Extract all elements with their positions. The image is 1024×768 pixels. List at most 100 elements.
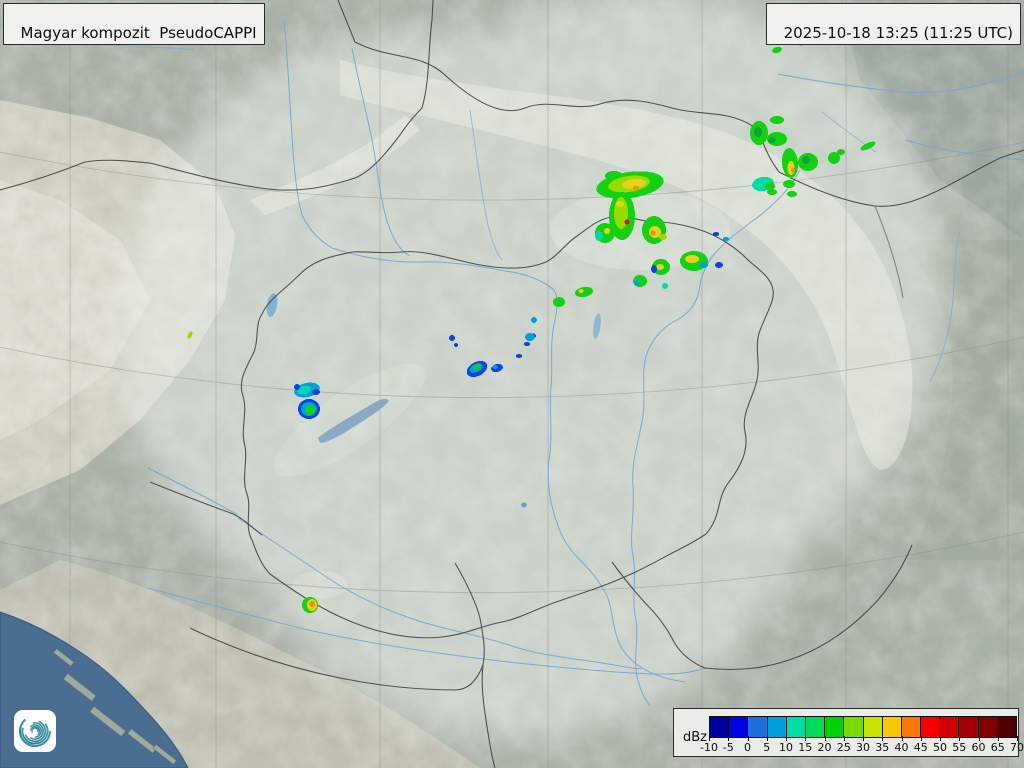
legend-tickrow: [709, 736, 1018, 741]
legend-tick-label: 35: [875, 741, 890, 754]
legend-swatch: [786, 717, 806, 737]
radar-echo-cell: [595, 231, 603, 241]
radar-coverage-area: [120, 0, 945, 740]
radar-echo-cell: [624, 219, 630, 225]
legend-tickmark: [843, 736, 845, 741]
legend-tick-label: 60: [971, 741, 986, 754]
legend-swatch: [710, 717, 730, 737]
radar-echo-cell: [662, 283, 668, 289]
radar-echo-cell: [685, 255, 699, 263]
radar-echo-cell: [454, 343, 458, 347]
rivers: [84, 19, 1024, 707]
lake-ferto: [266, 293, 278, 317]
radar-echo-cell: [516, 354, 522, 358]
radar-echo-cell: [787, 191, 797, 197]
legend-swatch: [748, 717, 768, 737]
radar-echo-cell: [700, 262, 708, 268]
radar-echo-cell: [604, 228, 610, 234]
legend-swatch: [825, 717, 845, 737]
legend-labelrow: -10 -5 0 5 10 15 20 25 30 35 40 45 50 55 60 65 70: [700, 741, 1024, 755]
legend-tickmark: [901, 736, 903, 741]
radar-echo-cell: [553, 297, 565, 307]
radar-echo-cell: [783, 180, 795, 188]
lake-tisza: [593, 313, 601, 339]
legend-tick-label: 30: [856, 741, 870, 754]
legend-tickmark: [978, 736, 980, 741]
radar-echo-cell: [492, 365, 498, 369]
hungaromet-spiral-logo: [14, 710, 56, 752]
legend-tickmark: [920, 736, 922, 741]
radar-echo-cell: [633, 186, 639, 190]
radar-echo-cell: [754, 127, 762, 137]
legend-tickmark: [824, 736, 826, 741]
radar-echo-cell: [651, 265, 657, 273]
radar-echo-cell: [634, 280, 640, 286]
legend-tickmark: [997, 736, 999, 741]
radar-echo-cell: [578, 289, 584, 293]
legend-tick-label: -5: [722, 741, 734, 754]
radar-echo-cell: [524, 342, 530, 346]
legend-swatch: [863, 717, 883, 737]
radar-echo-cell: [772, 46, 782, 54]
legend-tick-label: 5: [763, 741, 771, 754]
radar-echo-cell: [312, 389, 320, 395]
legend-tickmark: [747, 736, 749, 741]
legend-tickmark: [940, 736, 941, 741]
legend-swatch: [997, 717, 1016, 737]
legend-colorbar: [709, 716, 1017, 738]
radar-echo-cell: [294, 384, 300, 390]
legend-swatch: [767, 717, 787, 737]
radar-echo-cell: [802, 156, 810, 164]
legend-swatch: [940, 717, 960, 737]
legend-tickmark: [1017, 736, 1018, 741]
legend-tick-label: 40: [894, 741, 909, 754]
legend-swatch: [844, 717, 864, 737]
legend-tick-label: -10: [700, 741, 718, 754]
radar-echo-cell: [297, 385, 311, 395]
product-title-box: Magyar kompozit PseudoCAPPI: [3, 3, 265, 45]
legend-tick-label: 0: [744, 741, 751, 754]
legend-tickmark: [766, 736, 768, 741]
legend-tickmark: [728, 736, 730, 741]
radar-echo-cell: [768, 137, 776, 143]
legend-tick-label: 70: [1010, 741, 1024, 754]
legend-swatch: [978, 717, 998, 737]
timestamp-box: 2025-10-18 13:25 (11:25 UTC): [766, 3, 1021, 45]
legend-tickmark: [959, 736, 961, 741]
radar-echo-cell: [791, 167, 795, 173]
radar-echo-cell: [715, 262, 723, 268]
legend-swatch: [959, 717, 979, 737]
legend-tick-label: 20: [817, 741, 832, 754]
radar-echo-cell: [770, 116, 784, 124]
radar-echo-cell: [650, 230, 656, 236]
radar-echo-cell: [473, 364, 481, 370]
radar-echo-cell: [622, 178, 646, 190]
radar-echo-cell: [531, 317, 537, 323]
radar-echo-cell: [309, 601, 315, 607]
radar-echo-cell: [449, 335, 455, 341]
radar-echo-cell: [767, 189, 777, 195]
legend-tickmark: [863, 736, 864, 741]
radar-echo-cell: [616, 201, 624, 207]
legend-tick-label: 25: [836, 741, 851, 754]
lake-balaton: [318, 398, 389, 443]
radar-echo-cell: [828, 152, 840, 164]
legend-swatch: [882, 717, 902, 737]
radar-echo-cell: [860, 141, 876, 151]
legend-swatch: [729, 717, 749, 737]
legend-tick-label: 50: [933, 741, 947, 754]
radar-echo-cell: [765, 182, 775, 190]
legend-tick-label: 45: [913, 741, 928, 754]
radar-echoes: [187, 40, 876, 613]
radar-echo-cell: [659, 234, 667, 240]
product-title: Magyar kompozit PseudoCAPPI: [20, 24, 257, 42]
legend-swatch: [921, 717, 941, 737]
legend-tick-label: 10: [779, 741, 793, 754]
radar-echo-cell: [723, 237, 729, 241]
radar-echo-cell: [837, 149, 845, 155]
legend-tick-label: 15: [798, 741, 813, 754]
legend-tick-label: 65: [990, 741, 1005, 754]
